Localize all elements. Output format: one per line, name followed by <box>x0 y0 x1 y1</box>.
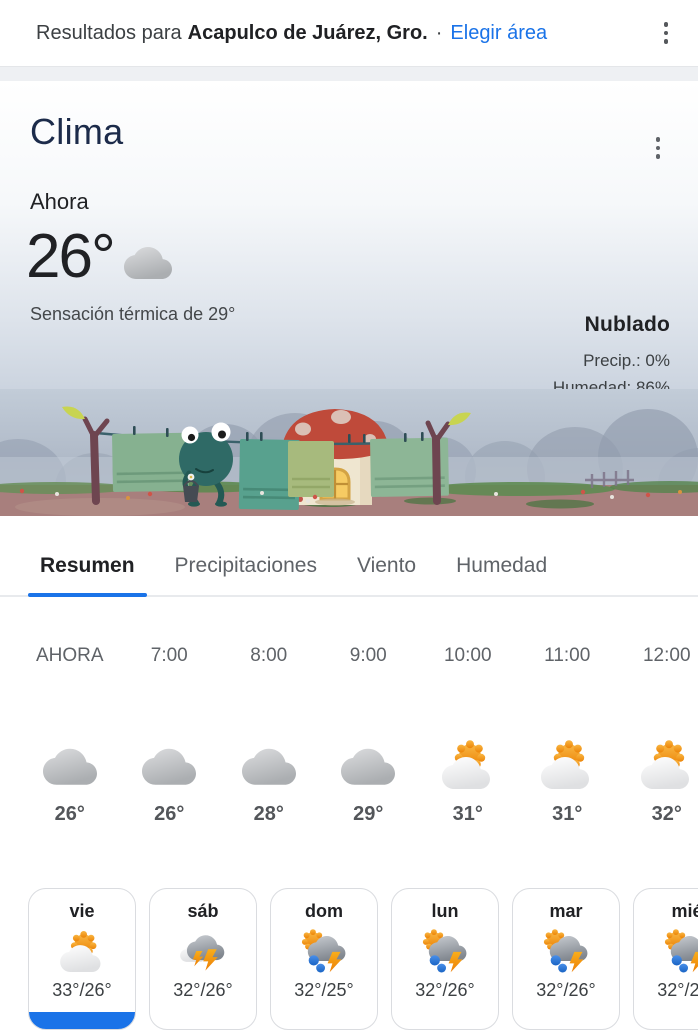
hour-label: 9:00 <box>349 645 387 666</box>
thunderstorm-icon <box>180 930 226 972</box>
day-label: mié <box>671 901 698 921</box>
hour-label: AHORA <box>35 645 104 666</box>
partly-sunny-icon <box>60 930 104 972</box>
day-label: mar <box>549 901 583 921</box>
hourly-item[interactable]: 7:00 26° <box>120 645 220 826</box>
hourly-item[interactable]: 9:00 29° <box>319 645 419 826</box>
results-for-label: Resultados para <box>36 21 182 44</box>
condition-label: Nublado <box>584 313 670 336</box>
day-label: dom <box>305 901 343 921</box>
hour-label: 8:00 <box>250 645 288 666</box>
location-name: Acapulco de Juárez, Gro. <box>187 21 428 44</box>
hourly-item[interactable]: 10:00 31° <box>418 645 518 826</box>
kebab-menu-icon[interactable] <box>656 14 677 52</box>
cloudy-icon <box>124 241 172 286</box>
hourly-item[interactable]: AHORA 26° <box>20 645 120 826</box>
day-card-lun[interactable]: lun 32°/26° <box>391 888 499 1030</box>
day-label: vie <box>69 901 95 921</box>
sun-rain-thunder-icon <box>664 930 698 972</box>
day-card-vie[interactable]: vie 33°/26° <box>28 888 136 1030</box>
partly-sunny-icon <box>641 739 693 789</box>
weather-kebab-menu-icon[interactable] <box>648 129 669 167</box>
feels-like-label: Sensación térmica de 29° <box>30 304 236 324</box>
hourly-item[interactable]: 11:00 31° <box>518 645 618 826</box>
frog <box>179 422 233 507</box>
tab-precipitaciones[interactable]: Precipitaciones <box>174 554 317 577</box>
day-card-dom[interactable]: dom 32°/25° <box>270 888 378 1030</box>
hourly-item[interactable]: 8:00 28° <box>219 645 319 826</box>
sun-rain-thunder-icon <box>301 930 347 972</box>
cloudy-icon <box>341 739 395 789</box>
hourly-forecast: AHORA 26° 7:00 26° 8:00 28° 9:00 29° 10:… <box>0 645 698 826</box>
weather-card: Clima Ahora 26° Sensación térmica de 29°… <box>0 81 698 516</box>
hour-label: 11:00 <box>544 645 591 666</box>
now-label: Ahora <box>30 189 89 214</box>
partly-sunny-icon <box>442 739 494 789</box>
hour-temp: 31° <box>452 803 483 825</box>
hour-temp: 32° <box>651 803 682 825</box>
tab-resumen[interactable]: Resumen <box>28 542 147 597</box>
tab-viento[interactable]: Viento <box>356 554 417 577</box>
hourly-item[interactable]: 12:00 32° <box>617 645 698 826</box>
forecast-tabs: Resumen Precipitaciones Viento Humedad <box>0 542 698 597</box>
day-card-mar[interactable]: mar 32°/26° <box>512 888 620 1030</box>
day-card-sab[interactable]: sáb 32°/26° <box>149 888 257 1030</box>
hour-label: 12:00 <box>642 645 691 666</box>
day-label: lun <box>431 901 459 921</box>
current-temperature: 26° <box>26 222 116 291</box>
hour-temp: 26° <box>154 803 185 825</box>
choose-area-link[interactable]: Elegir área <box>450 21 548 44</box>
tab-humedad[interactable]: Humedad <box>456 554 548 577</box>
cloudy-icon <box>142 739 196 789</box>
cloudy-icon <box>43 739 97 789</box>
cloudy-icon <box>242 739 296 789</box>
day-high-low: 32°/26° <box>173 980 233 1000</box>
day-high-low: 32°/26° <box>415 980 475 1000</box>
selected-day-indicator <box>29 1012 135 1029</box>
day-high-low: 33°/26° <box>52 980 112 1000</box>
hour-temp: 26° <box>54 803 85 825</box>
precipitation-stat: Precip.: 0% <box>583 351 670 370</box>
weather-illustration <box>0 389 698 516</box>
sun-rain-thunder-icon <box>543 930 589 972</box>
hour-label: 10:00 <box>443 645 492 666</box>
hour-temp: 31° <box>552 803 583 825</box>
day-high-low: 32°/25° <box>294 980 354 1000</box>
weather-card-title: Clima <box>30 111 124 152</box>
day-high-low: 32°/26° <box>536 980 596 1000</box>
search-results-bar: Resultados para Acapulco de Juárez, Gro.… <box>0 0 698 66</box>
section-divider <box>0 66 698 81</box>
day-card-mie[interactable]: mié 32°/26° <box>633 888 698 1030</box>
hour-temp: 28° <box>253 803 284 825</box>
partly-sunny-icon <box>541 739 593 789</box>
day-high-low: 32°/26° <box>657 980 698 1000</box>
sun-rain-thunder-icon <box>422 930 468 972</box>
hour-temp: 29° <box>353 803 384 825</box>
dot-separator: · <box>435 21 443 44</box>
daily-forecast: vie 33°/26° sáb 32°/26° dom 32°/25° lun … <box>0 888 698 1030</box>
day-label: sáb <box>187 901 219 921</box>
hour-label: 7:00 <box>150 645 188 666</box>
